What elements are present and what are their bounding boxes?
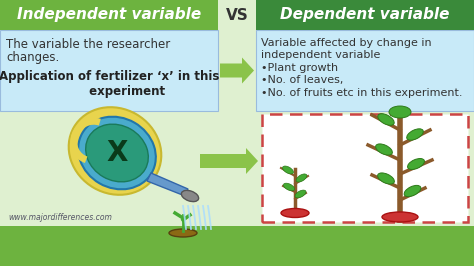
- Text: Effect of Bio-fertilizer ‘x’ on  Plant growth: Effect of Bio-fertilizer ‘x’ on Plant gr…: [6, 236, 468, 256]
- Text: Independent variable: Independent variable: [17, 7, 201, 23]
- Polygon shape: [147, 173, 188, 196]
- Text: •No. of leaves,: •No. of leaves,: [261, 76, 343, 85]
- Ellipse shape: [404, 185, 421, 197]
- Ellipse shape: [78, 117, 156, 189]
- FancyBboxPatch shape: [256, 30, 474, 111]
- Ellipse shape: [69, 107, 161, 195]
- Ellipse shape: [281, 209, 309, 218]
- Polygon shape: [200, 148, 258, 174]
- FancyBboxPatch shape: [256, 0, 474, 30]
- Text: independent variable: independent variable: [261, 51, 380, 60]
- FancyBboxPatch shape: [0, 226, 474, 266]
- Ellipse shape: [378, 173, 394, 184]
- Ellipse shape: [283, 183, 294, 191]
- Text: Dependent variable: Dependent variable: [280, 7, 450, 23]
- Text: VS: VS: [226, 7, 248, 23]
- Ellipse shape: [295, 190, 306, 198]
- Ellipse shape: [86, 124, 148, 182]
- Polygon shape: [220, 57, 254, 84]
- Text: •Plant growth: •Plant growth: [261, 63, 338, 73]
- Ellipse shape: [389, 106, 411, 118]
- Ellipse shape: [382, 212, 418, 222]
- Ellipse shape: [169, 229, 197, 237]
- Text: The variable the researcher: The variable the researcher: [6, 38, 170, 51]
- Text: •No. of fruits etc in this experiment.: •No. of fruits etc in this experiment.: [261, 88, 463, 98]
- FancyBboxPatch shape: [0, 0, 218, 30]
- FancyBboxPatch shape: [262, 114, 468, 222]
- Text: www.majordifferences.com: www.majordifferences.com: [8, 213, 112, 222]
- Ellipse shape: [296, 174, 307, 182]
- Ellipse shape: [408, 159, 424, 169]
- Text: changes.: changes.: [6, 51, 59, 64]
- Text: Application of fertilizer ‘x’ in this
         experiment: Application of fertilizer ‘x’ in this ex…: [0, 70, 219, 98]
- FancyBboxPatch shape: [0, 30, 218, 111]
- Ellipse shape: [182, 190, 199, 202]
- Ellipse shape: [283, 166, 293, 174]
- Text: X: X: [106, 139, 128, 167]
- Text: Variable affected by change in: Variable affected by change in: [261, 38, 432, 48]
- Ellipse shape: [378, 114, 394, 125]
- Ellipse shape: [375, 144, 392, 155]
- Ellipse shape: [407, 129, 423, 140]
